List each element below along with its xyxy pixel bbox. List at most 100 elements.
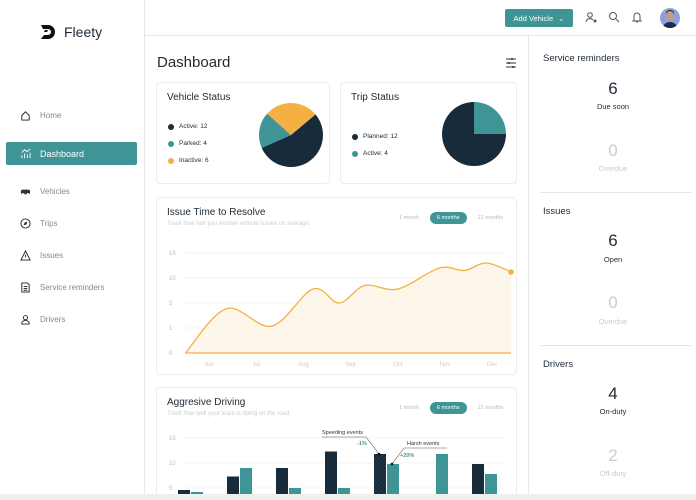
fleety-logo-icon (41, 25, 55, 39)
divider (541, 345, 691, 346)
issues-overdue-count[interactable]: 0 (608, 293, 618, 312)
sidebar-item-label: Home (40, 111, 62, 120)
range-selector: 1 month 6 months 12 months (392, 402, 510, 414)
off-duty-label: Off-duty (599, 469, 627, 478)
legend-label: Parked: 4 (179, 140, 207, 147)
range-6-months[interactable]: 6 months (429, 402, 467, 414)
bar[interactable] (325, 451, 337, 500)
sidebar-item-label: Vehicles (40, 187, 70, 196)
sidebar-item-service-reminders[interactable]: Service reminders (6, 276, 137, 299)
sidebar-item-label: Dashboard (40, 148, 85, 159)
range-6-months[interactable]: 6 months (429, 212, 467, 224)
issues-title: Issues (543, 206, 571, 217)
top-header: Add Vehicle ⌄ (145, 0, 696, 36)
due-soon-count[interactable]: 6 (608, 79, 618, 98)
document-icon (21, 282, 30, 293)
sidebar-item-home[interactable]: Home (6, 104, 137, 127)
y-tick-label: 10 (169, 276, 176, 282)
add-vehicle-button[interactable]: Add Vehicle ⌄ (505, 9, 573, 27)
bar[interactable] (436, 454, 448, 500)
x-tick-label: Nov (440, 362, 451, 368)
legend-dot (352, 150, 358, 157)
service-overdue-label: Overdue (598, 164, 628, 173)
annotation-dot (390, 462, 394, 466)
sidebar-item-trips[interactable]: Trips (6, 212, 137, 235)
service-overdue-count[interactable]: 0 (608, 141, 618, 160)
annotation-change: +20% (400, 453, 414, 459)
range-selector: 1 month 6 months 12 months (392, 212, 510, 224)
annotation-line (391, 447, 447, 465)
bar[interactable] (472, 464, 484, 500)
annotation-label: Harsh events (407, 441, 440, 447)
y-tick-label: 10 (169, 461, 176, 467)
bar[interactable] (276, 468, 288, 500)
bell-icon[interactable] (631, 11, 643, 23)
x-tick-label: Jun (204, 362, 214, 368)
app-name: Fleety (64, 24, 103, 40)
x-tick-label: Jul (252, 362, 260, 368)
bar[interactable] (240, 468, 252, 500)
due-soon-label: Due soon (596, 102, 630, 111)
pie-slice-active[interactable] (261, 114, 323, 167)
horizontal-scrollbar[interactable] (0, 494, 696, 500)
card-title: Vehicle Status (167, 92, 231, 103)
sidebar-item-label: Drivers (40, 315, 66, 324)
x-tick-label: Aug (298, 362, 309, 368)
service-reminders-title: Service reminders (543, 53, 620, 64)
range-1-month[interactable]: 1 month (399, 405, 419, 411)
logo[interactable]: Fleety (40, 24, 102, 40)
issue-time-card: Issue Time to Resolve Track how fast you… (156, 197, 517, 375)
page-title: Dashboard (157, 54, 231, 71)
legend-dot (352, 133, 358, 140)
warning-icon (20, 250, 31, 261)
off-duty-count[interactable]: 2 (608, 446, 618, 465)
on-duty-label: On-duty (599, 407, 627, 416)
range-12-months[interactable]: 12 months (477, 405, 504, 411)
user-settings-icon[interactable] (585, 11, 597, 23)
car-icon (20, 189, 31, 196)
bar[interactable] (485, 474, 497, 500)
legend-label: Active: 4 (363, 150, 388, 157)
legend-inactive: Inactive: 6 (168, 157, 209, 164)
aggressive-driving-card: Aggresive Driving Track how well your te… (156, 387, 517, 500)
on-duty-count[interactable]: 4 (608, 384, 618, 403)
open-issues-count[interactable]: 6 (608, 231, 618, 250)
pie-slice-inactive[interactable] (267, 103, 316, 135)
bar[interactable] (374, 454, 386, 500)
search-icon[interactable] (608, 11, 620, 23)
sidebar: Fleety Home Dashboard Vehicles Trips Iss… (0, 0, 145, 500)
card-subtitle: Track how well your team is doing on the… (167, 411, 291, 417)
legend-active: Active: 4 (352, 150, 388, 157)
sidebar-item-dashboard[interactable]: Dashboard (6, 142, 137, 165)
sidebar-item-drivers[interactable]: Drivers (6, 308, 137, 331)
vehicle-status-card: Vehicle Status Active: 12 Parked: 4 Inac… (156, 82, 330, 184)
legend-label: Inactive: 6 (179, 157, 209, 164)
y-tick-label: 1 (169, 326, 173, 332)
sidebar-item-vehicles[interactable]: Vehicles (6, 180, 137, 203)
annotation-label: Speeding events (322, 430, 363, 436)
annotation-line (322, 436, 380, 455)
pie-slice-parked[interactable] (259, 113, 291, 148)
data-point[interactable] (508, 269, 514, 275)
drivers-title: Drivers (543, 359, 574, 370)
card-title: Issue Time to Resolve (167, 207, 266, 218)
chevron-down-icon: ⌄ (558, 13, 565, 23)
home-icon (21, 111, 30, 121)
range-1-month[interactable]: 1 month (399, 215, 419, 221)
filter-settings-icon[interactable] (505, 57, 517, 69)
pie-slice-active[interactable] (474, 102, 506, 134)
right-panel: Service reminders 6 Due soon 0 Overdue I… (528, 36, 696, 500)
legend-parked: Parked: 4 (168, 140, 207, 147)
avatar[interactable] (660, 8, 680, 28)
sidebar-item-issues[interactable]: Issues (6, 244, 137, 267)
avatar-image (663, 10, 677, 28)
range-12-months[interactable]: 12 months (477, 215, 504, 221)
x-tick-label: Sep (345, 362, 356, 368)
sidebar-item-label: Trips (40, 219, 58, 228)
legend-label: Planned: 12 (363, 133, 398, 140)
area-fill (185, 262, 512, 353)
bar[interactable] (387, 464, 399, 500)
add-vehicle-label: Add Vehicle (513, 13, 554, 23)
card-subtitle: Track how fast you resolve vehicle issue… (167, 221, 311, 227)
